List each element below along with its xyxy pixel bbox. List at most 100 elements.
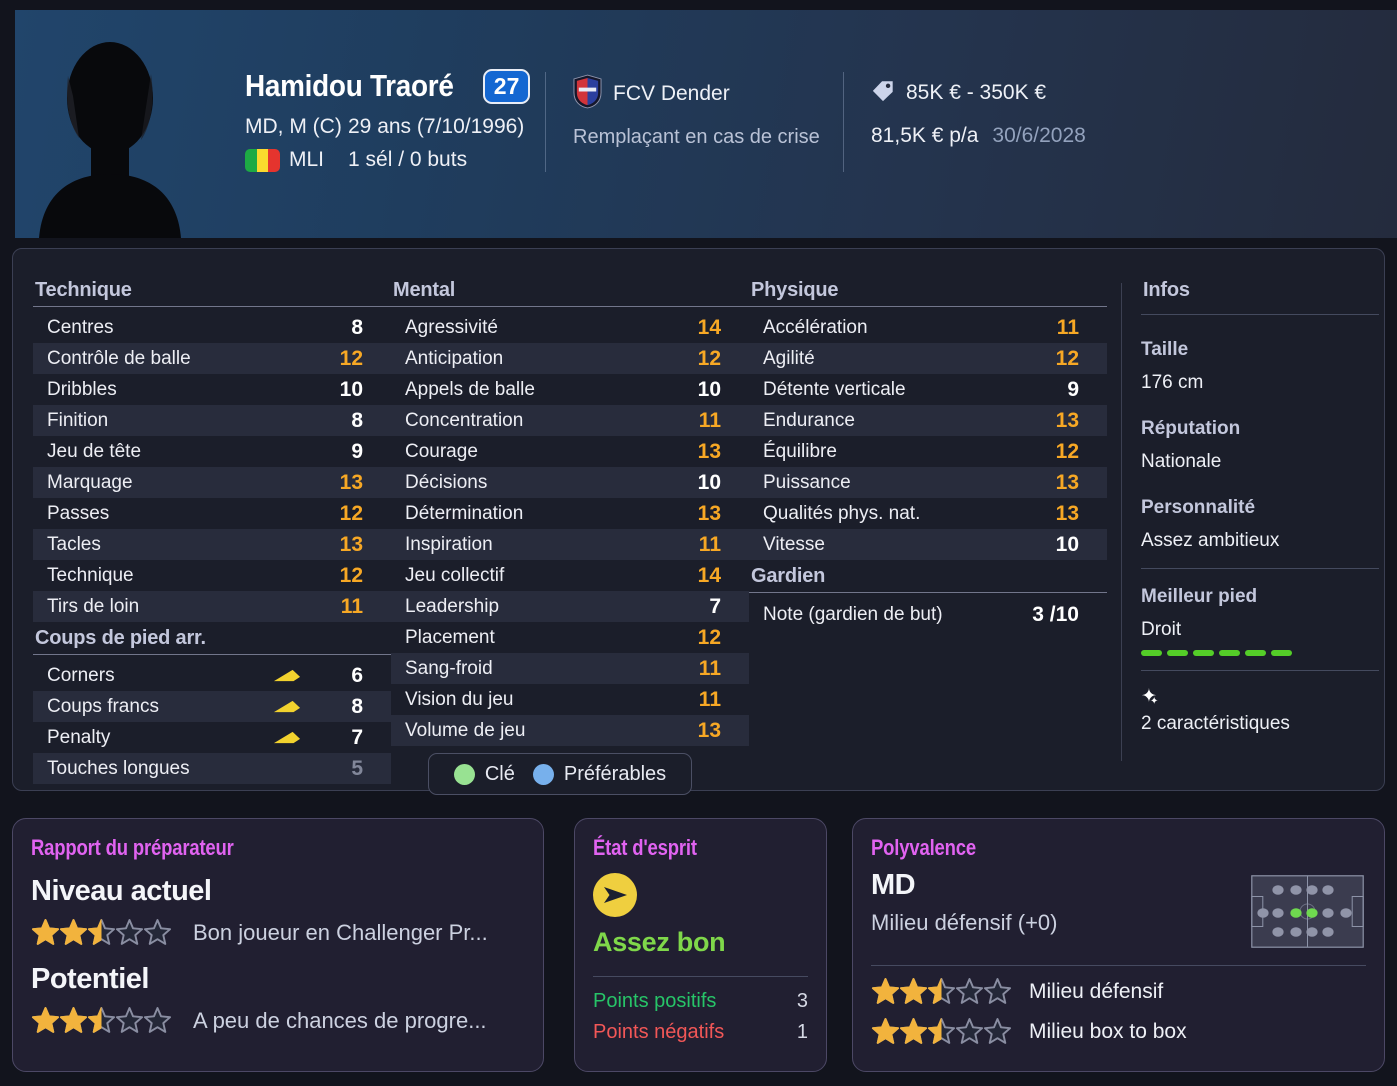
squad-status: Remplaçant en cas de crise xyxy=(573,126,820,148)
price-tag-icon xyxy=(871,78,895,108)
header-divider xyxy=(545,72,546,172)
height-label: Taille xyxy=(1141,339,1189,360)
potential-label: Potentiel xyxy=(31,963,149,995)
attribute-value: 7 xyxy=(709,594,721,618)
section-underline xyxy=(33,654,391,655)
attribute-row: Contrôle de balle 12 xyxy=(33,343,391,374)
attribute-value: 12 xyxy=(339,346,363,370)
attribute-value: 12 xyxy=(339,501,363,525)
current-ability-stars xyxy=(31,918,172,947)
traits-count[interactable]: 2 caractéristiques xyxy=(1141,713,1290,734)
attribute-label: Placement xyxy=(405,626,495,648)
attribute-row: Agilité 12 xyxy=(749,343,1107,374)
section-title: Mental xyxy=(393,279,456,301)
attribute-value: 11 xyxy=(698,687,721,711)
attribute-label: Jeu collectif xyxy=(405,564,505,586)
attributes-legend: Clé Préférables xyxy=(428,753,692,795)
player-photo-silhouette xyxy=(35,26,185,238)
preferred-attribute-legend-label: Préférables xyxy=(563,762,667,785)
role-rating-row: Milieu défensif xyxy=(871,977,1366,1006)
attribute-label: Tacles xyxy=(47,533,101,555)
attribute-label: Jeu de tête xyxy=(47,440,142,462)
player-position: MD, M (C) xyxy=(245,115,342,138)
attribute-row: Note (gardien de but) 3 /10 xyxy=(749,598,1107,632)
positive-points-label[interactable]: Points positifs xyxy=(593,990,717,1012)
positive-points-value: 3 xyxy=(796,990,808,1012)
attribute-row: Qualités phys. nat. 13 xyxy=(749,498,1107,529)
attribute-row: Sang-froid 11 xyxy=(391,653,749,684)
set-pieces-section: Coups de pied arr. Corners 6 Coups francs 8… xyxy=(33,627,391,784)
role-label: Milieu défensif xyxy=(1029,979,1164,1003)
attribute-row: Centres 8 xyxy=(33,312,391,343)
attribute-row: Endurance 13 xyxy=(749,405,1107,436)
role-stars xyxy=(871,1017,1012,1046)
section-underline xyxy=(391,306,749,307)
infos-divider-line xyxy=(1141,670,1379,671)
attribute-value: 14 xyxy=(697,563,721,587)
attribute-label: Technique xyxy=(47,564,134,586)
transfer-value-range: 85K € - 350K € xyxy=(906,81,1047,104)
attribute-row: Coups francs 8 xyxy=(33,691,391,722)
attribute-value: 11 xyxy=(698,408,721,432)
attribute-value: 11 xyxy=(698,656,721,680)
club-name[interactable]: FCV Dender xyxy=(613,82,730,105)
height-value: 176 cm xyxy=(1141,372,1204,393)
attribute-label: Sang-froid xyxy=(405,657,493,679)
key-attribute-legend-label: Clé xyxy=(484,762,515,785)
section-title: Coups de pied arr. xyxy=(35,627,206,649)
header-divider xyxy=(843,72,844,172)
foot-strength-segment xyxy=(1167,650,1188,656)
attribute-value: 13 xyxy=(1055,408,1079,432)
attribute-value: 13 xyxy=(697,718,721,742)
attribute-label: Note (gardien de but) xyxy=(763,604,943,625)
attribute-value: 12 xyxy=(339,563,363,587)
attribute-row: Inspiration 11 xyxy=(391,529,749,560)
international-record: 1 sél / 0 buts xyxy=(348,148,468,171)
attribute-row: Concentration 11 xyxy=(391,405,749,436)
mental-section: Mental Agressivité 14 Anticipation 12 Appels… xyxy=(391,279,749,746)
attribute-label: Dribbles xyxy=(47,378,117,400)
club-block: FCV Dender Remplaçant en cas de crise xyxy=(573,74,820,149)
attribute-value: 12 xyxy=(1055,439,1079,463)
attribute-row: Jeu collectif 14 xyxy=(391,560,749,591)
attribute-row: Leadership 7 xyxy=(391,591,749,622)
role-label: Milieu box to box xyxy=(1029,1019,1187,1043)
best-foot-value: Droit xyxy=(1141,619,1182,640)
attribute-value: 13 xyxy=(697,439,721,463)
attribute-value: 13 xyxy=(339,470,363,494)
infos-column-divider xyxy=(1121,283,1122,761)
attribute-label: Leadership xyxy=(405,595,500,617)
attribute-label: Appels de balle xyxy=(405,378,535,400)
attribute-label: Finition xyxy=(47,409,109,431)
goalkeeper-section: Gardien Note (gardien de but) 3 /10 xyxy=(749,565,1107,632)
traits-sparkle-icon: ✦ ✦ xyxy=(1141,686,1159,707)
mindset-state: Assez bon xyxy=(593,927,726,957)
foot-strength-segment xyxy=(1141,650,1162,656)
attribute-label: Endurance xyxy=(763,409,855,431)
attribute-row: Tacles 13 xyxy=(33,529,391,560)
attribute-row: Penalty 7 xyxy=(33,722,391,753)
personality-value: Assez ambitieux xyxy=(1141,530,1280,551)
attribute-row: Puissance 13 xyxy=(749,467,1107,498)
versatility-title: Polyvalence xyxy=(871,835,976,860)
attribute-label: Anticipation xyxy=(405,347,504,369)
attribute-value: 14 xyxy=(697,315,721,339)
infos-section: Infos Taille 176 cm Réputation Nationale… xyxy=(1141,279,1379,735)
attribute-row: Placement 12 xyxy=(391,622,749,653)
attribute-label: Agressivité xyxy=(405,316,498,338)
attribute-label: Inspiration xyxy=(405,533,493,555)
attribute-row: Détente verticale 9 xyxy=(749,374,1107,405)
attribute-row: Finition 8 xyxy=(33,405,391,436)
potential-text: A peu de chances de progre... xyxy=(193,1007,487,1033)
attribute-row: Touches longues 5 xyxy=(33,753,391,784)
key-attribute-legend-dot xyxy=(453,763,475,785)
attribute-row: Technique 12 xyxy=(33,560,391,591)
attribute-row: Anticipation 12 xyxy=(391,343,749,374)
attribute-value: 11 xyxy=(698,532,721,556)
preferred-attribute-legend-dot xyxy=(532,763,554,785)
attribute-row: Volume de jeu 13 xyxy=(391,715,749,746)
negative-points-label[interactable]: Points négatifs xyxy=(593,1021,725,1043)
attribute-value: 5 xyxy=(351,756,363,780)
attribute-value: 8 xyxy=(351,315,363,339)
attribute-label: Accélération xyxy=(763,316,868,338)
